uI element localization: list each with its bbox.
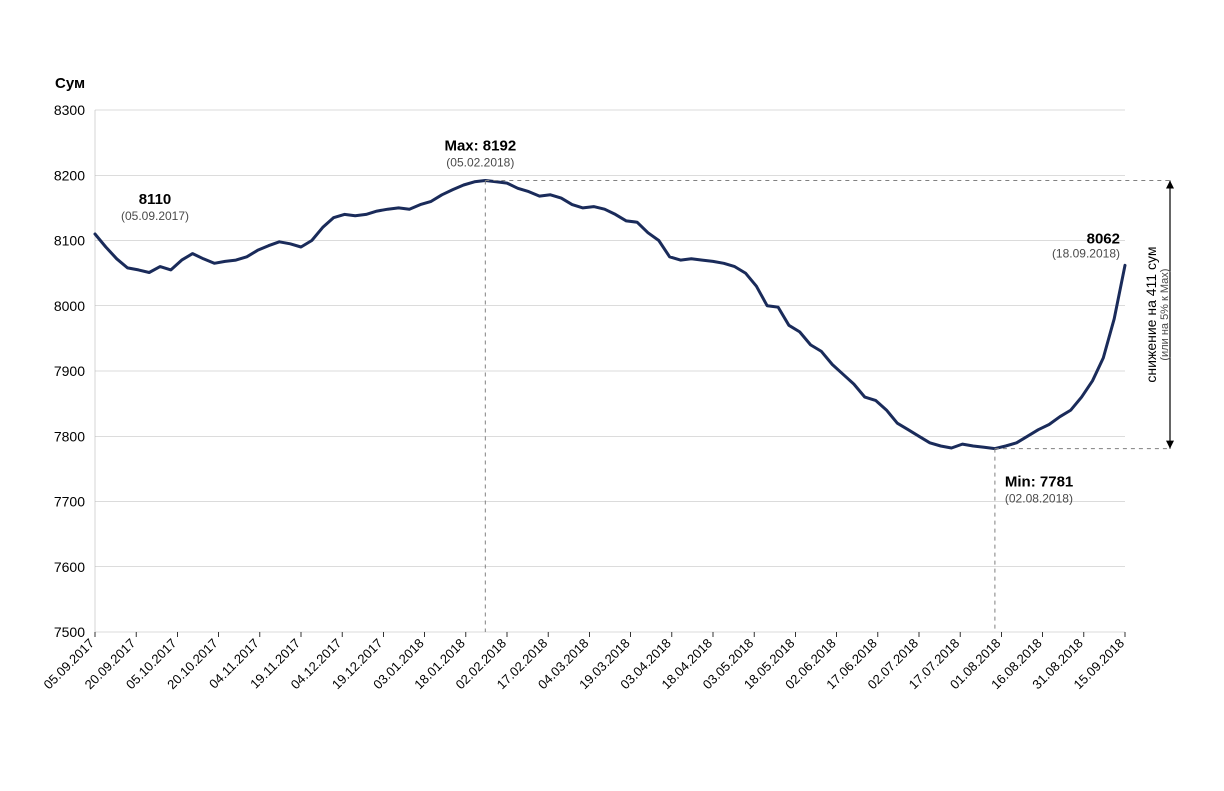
chart-svg: Сум7500760077007800790080008100820083000… (0, 0, 1224, 791)
y-tick-label: 7700 (54, 494, 85, 510)
max-sublabel: (05.02.2018) (446, 155, 514, 169)
arrowhead-up (1166, 180, 1174, 188)
y-tick-label: 8100 (54, 233, 85, 249)
min-label: Min: 7781 (1005, 474, 1073, 491)
y-tick-label: 7600 (54, 559, 85, 575)
arrowhead-down (1166, 441, 1174, 449)
y-axis-title: Сум (55, 75, 85, 92)
y-tick-label: 8200 (54, 167, 85, 183)
y-tick-label: 8000 (54, 298, 85, 314)
range-label: снижение на 411 сум (1143, 247, 1159, 383)
y-tick-label: 8300 (54, 102, 85, 118)
currency-line-chart: Сум7500760077007800790080008100820083000… (0, 0, 1224, 791)
y-tick-label: 7800 (54, 428, 85, 444)
start-label: 8110 (139, 191, 172, 208)
end-sublabel: (18.09.2018) (1052, 246, 1120, 260)
start-sublabel: (05.09.2017) (121, 209, 189, 223)
max-label: Max: 8192 (444, 137, 516, 154)
value-line (95, 181, 1125, 449)
y-tick-label: 7900 (54, 363, 85, 379)
range-sublabel: (или на 5% к Мах) (1159, 269, 1171, 361)
end-label: 8062 (1087, 230, 1120, 247)
y-tick-label: 7500 (54, 624, 85, 640)
min-sublabel: (02.08.2018) (1005, 492, 1073, 506)
